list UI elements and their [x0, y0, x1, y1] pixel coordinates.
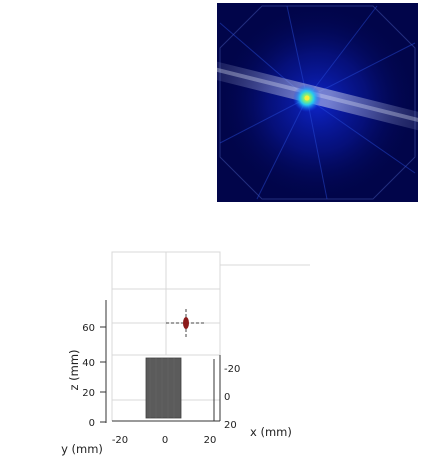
- y-tick-0: 0: [162, 435, 168, 446]
- x-axis-label: x (mm): [250, 425, 292, 439]
- aperture-outline: [219, 5, 416, 200]
- y-tick-neg20: -20: [112, 435, 128, 446]
- x-tick-20: 20: [224, 420, 237, 431]
- plot-box-grid: [111, 251, 310, 421]
- hotspot-core: [304, 95, 310, 101]
- y-tick-20: 20: [204, 435, 217, 446]
- z-tick-60: 60: [82, 323, 95, 334]
- heatmap-image: [217, 3, 418, 202]
- intensity-heatmap: [217, 3, 418, 202]
- z-axis-label: z (mm): [67, 349, 81, 390]
- z-tick-0: 0: [89, 418, 95, 429]
- z-axis-ticks: [100, 326, 106, 423]
- z-tick-20: 20: [82, 388, 95, 399]
- y-axis-label: y (mm): [61, 442, 103, 456]
- plot-3d: 60 40 20 0 z (mm) -20 0 20 y (mm) -20 0 …: [61, 251, 310, 456]
- grey-block: [145, 357, 182, 419]
- focus-marker: [166, 309, 206, 337]
- grey-block-hatch: [149, 358, 175, 418]
- x-tick-0: 0: [224, 392, 230, 403]
- z-tick-40: 40: [82, 358, 95, 369]
- x-tick-neg20: -20: [224, 364, 240, 375]
- radial-streaks: [219, 5, 416, 200]
